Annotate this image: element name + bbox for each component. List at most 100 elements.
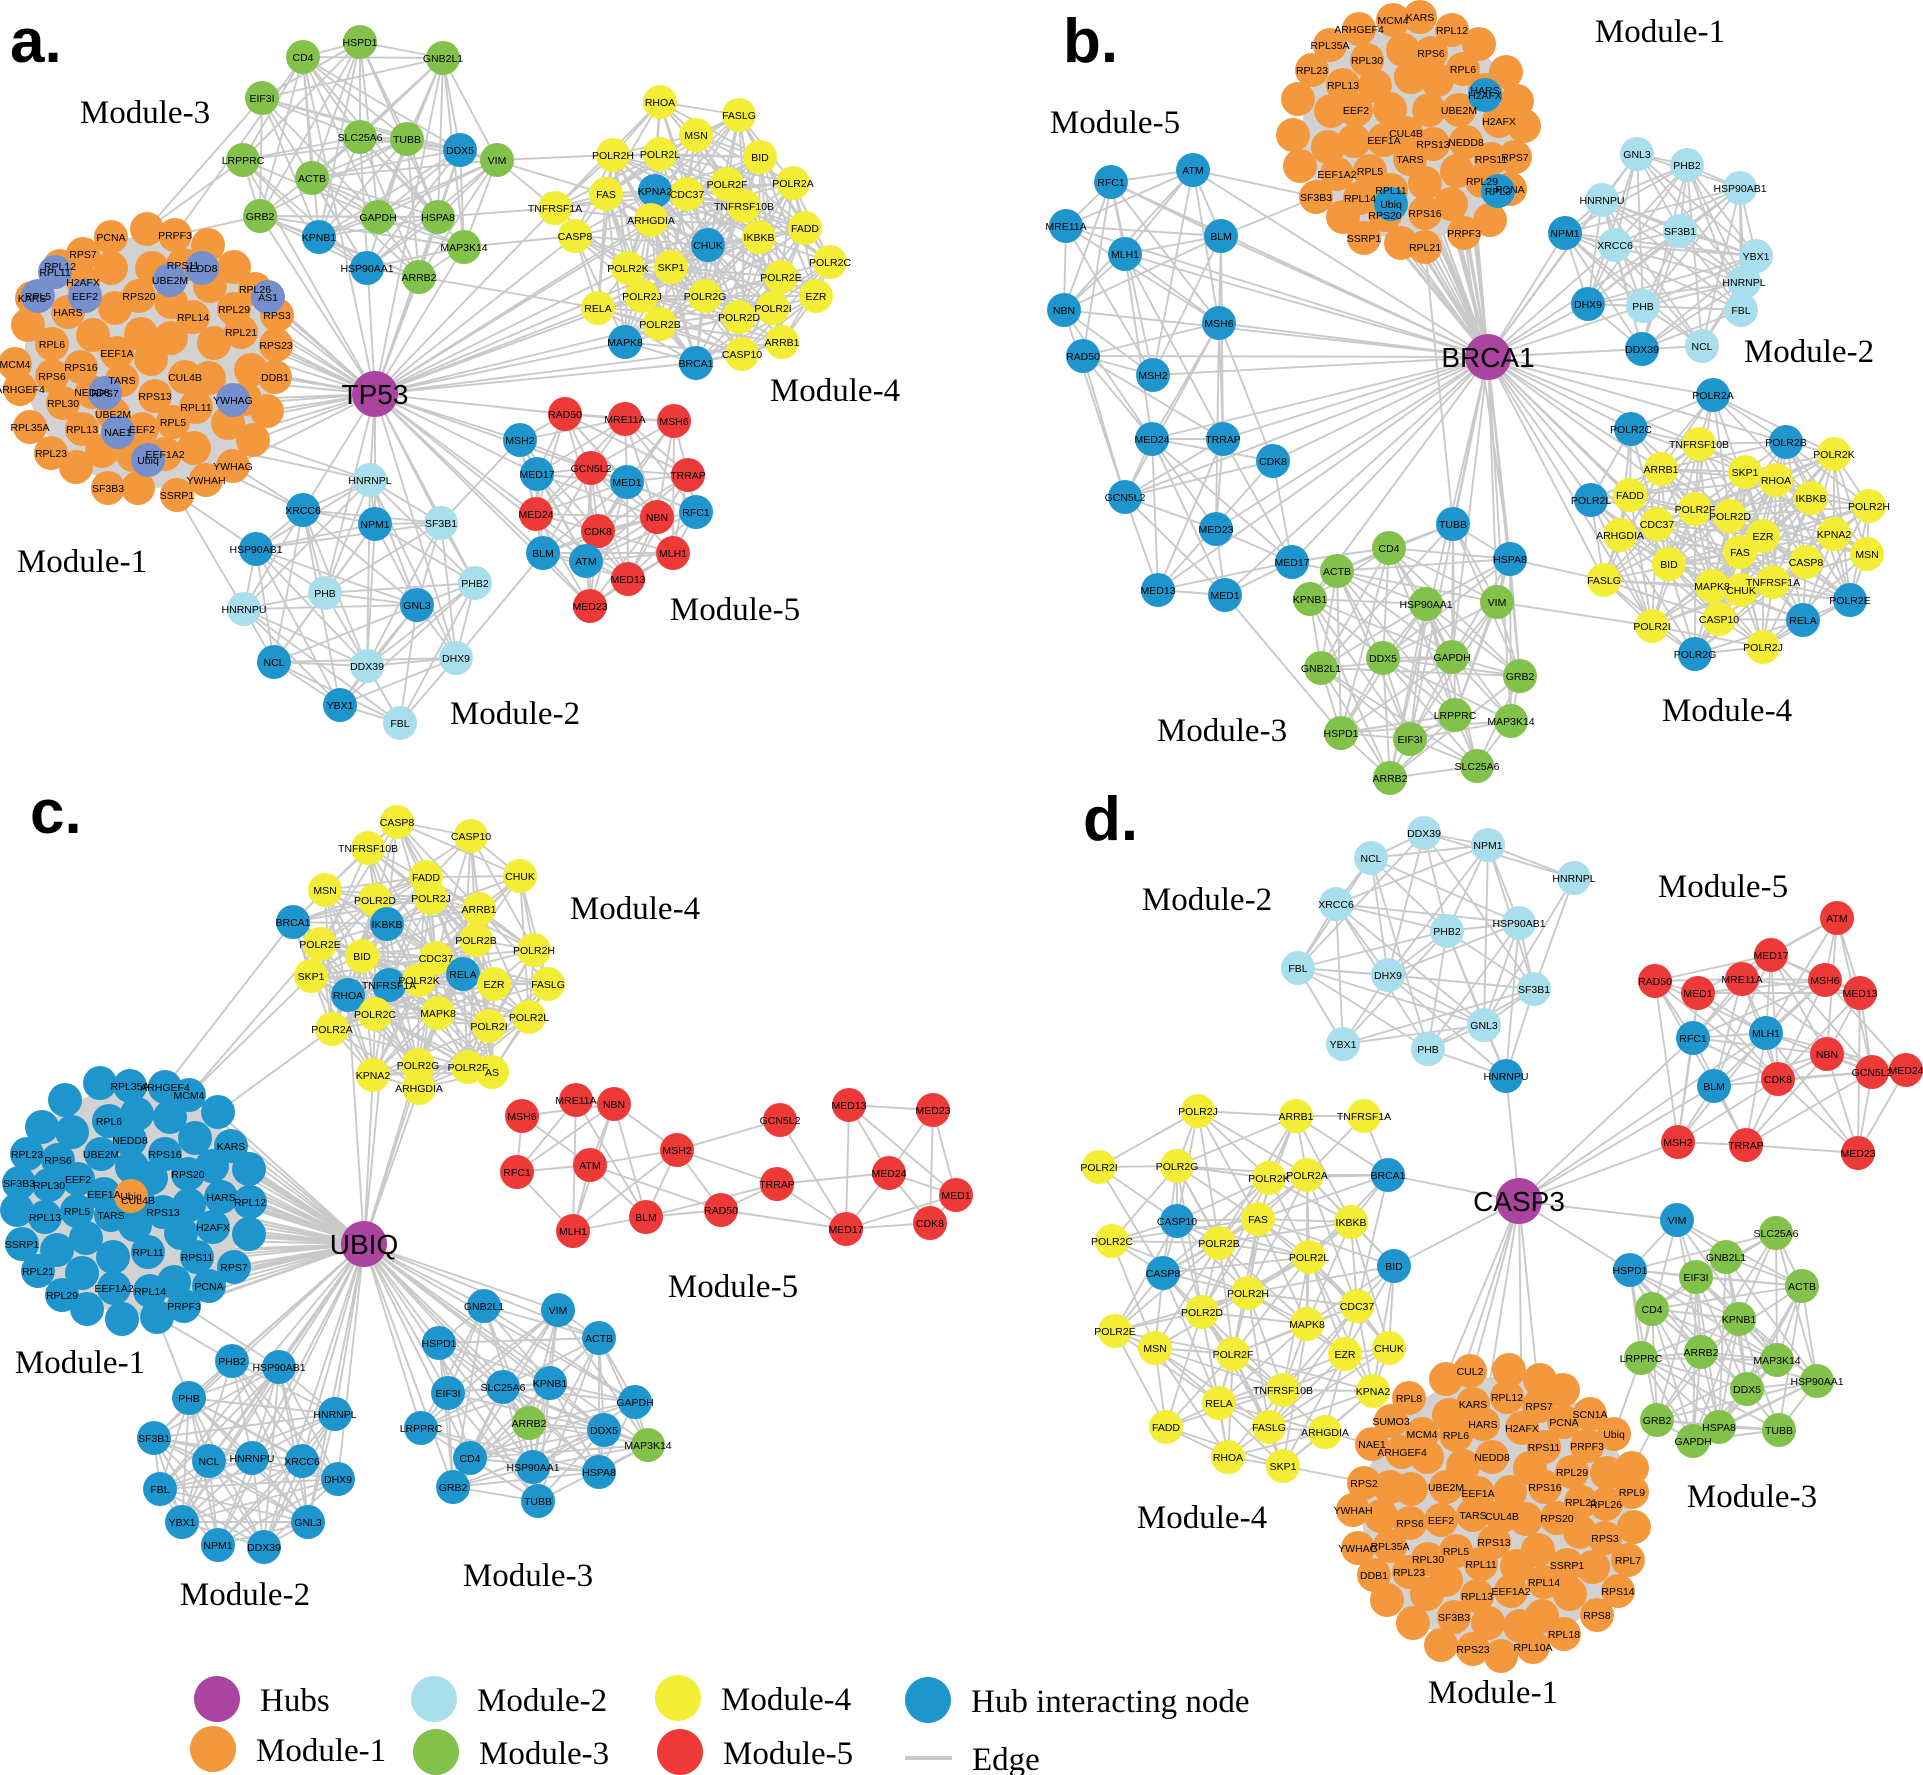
svg-text:RPL12: RPL12 <box>1491 1392 1523 1404</box>
svg-text:POLR2E: POLR2E <box>1094 1326 1135 1338</box>
svg-text:SF3B3: SF3B3 <box>1300 192 1332 204</box>
svg-text:RPS6: RPS6 <box>1417 48 1445 60</box>
svg-text:BLM: BLM <box>635 1212 657 1224</box>
svg-text:UBE2M: UBE2M <box>1428 1482 1464 1494</box>
svg-text:RPL6: RPL6 <box>39 339 65 351</box>
svg-text:RPL12: RPL12 <box>44 261 76 273</box>
svg-text:HSP90AB1: HSP90AB1 <box>1713 183 1766 195</box>
svg-text:SLC25A6: SLC25A6 <box>338 132 383 144</box>
svg-text:POLR2F: POLR2F <box>707 179 748 191</box>
svg-text:SCN1A: SCN1A <box>1572 1409 1607 1421</box>
svg-text:CASP8: CASP8 <box>1789 557 1824 569</box>
svg-text:POLR2C: POLR2C <box>1610 424 1652 436</box>
svg-text:NEDD8: NEDD8 <box>74 387 110 399</box>
svg-text:RPL35A: RPL35A <box>10 422 49 434</box>
svg-text:POLR2L: POLR2L <box>640 149 680 161</box>
svg-text:SKP1: SKP1 <box>298 971 325 983</box>
svg-text:DDX39: DDX39 <box>350 661 384 673</box>
svg-text:MSH6: MSH6 <box>1810 975 1839 987</box>
svg-text:RPL26: RPL26 <box>239 284 271 296</box>
svg-text:EEF1A2: EEF1A2 <box>1491 1586 1530 1598</box>
svg-text:EIF3I: EIF3I <box>1683 1272 1708 1284</box>
svg-text:POLR2H: POLR2H <box>513 945 555 957</box>
svg-text:IKBKB: IKBKB <box>1796 493 1827 505</box>
svg-text:TRRAP: TRRAP <box>1728 1140 1764 1152</box>
svg-text:MAPK8: MAPK8 <box>1694 581 1730 593</box>
svg-text:GNL3: GNL3 <box>1470 1020 1498 1032</box>
svg-text:RPL5: RPL5 <box>25 291 51 303</box>
svg-text:Module-4: Module-4 <box>1662 693 1792 729</box>
svg-text:MSN: MSN <box>684 130 707 142</box>
svg-text:KPNB1: KPNB1 <box>302 232 337 244</box>
svg-text:RAD50: RAD50 <box>1638 976 1672 988</box>
svg-text:CHUK: CHUK <box>1374 1343 1404 1355</box>
svg-text:HNRNPU: HNRNPU <box>1580 195 1625 207</box>
svg-text:MAPK8: MAPK8 <box>1289 1319 1325 1331</box>
svg-text:RELA: RELA <box>449 969 476 981</box>
svg-text:TARS: TARS <box>1459 1510 1486 1522</box>
svg-text:KPNA2: KPNA2 <box>356 1070 391 1082</box>
svg-text:BRCA1: BRCA1 <box>1370 1170 1405 1182</box>
svg-text:RPL21: RPL21 <box>225 327 257 339</box>
svg-text:POLR2H: POLR2H <box>1227 1288 1269 1300</box>
svg-text:ARHGEF4: ARHGEF4 <box>1377 1447 1427 1459</box>
svg-text:MED24: MED24 <box>518 509 553 521</box>
svg-text:TUBB: TUBB <box>393 134 421 146</box>
svg-text:CASP3: CASP3 <box>1473 1186 1565 1217</box>
svg-text:EEF2: EEF2 <box>65 1174 91 1186</box>
svg-text:DHX9: DHX9 <box>442 653 470 665</box>
svg-text:EZR: EZR <box>1753 531 1774 543</box>
svg-text:FADD: FADD <box>1152 1422 1180 1434</box>
svg-text:CUL4B: CUL4B <box>121 1195 155 1207</box>
svg-text:KPNA2: KPNA2 <box>1356 1386 1391 1398</box>
svg-text:RPL30: RPL30 <box>33 1180 65 1192</box>
svg-text:PHB2: PHB2 <box>461 578 489 590</box>
svg-text:PCNA: PCNA <box>96 232 125 244</box>
svg-text:RPS7: RPS7 <box>1525 1401 1553 1413</box>
svg-text:LRPPRC: LRPPRC <box>222 155 265 167</box>
svg-text:VIM: VIM <box>549 1305 568 1317</box>
svg-text:TNFRSF1A: TNFRSF1A <box>1746 577 1800 589</box>
svg-text:POLR2J: POLR2J <box>1178 1106 1218 1118</box>
svg-text:XRCC6: XRCC6 <box>1597 240 1633 252</box>
svg-text:ACTB: ACTB <box>1788 1281 1816 1293</box>
svg-text:RPL12: RPL12 <box>1436 25 1468 37</box>
svg-text:YWHAH: YWHAH <box>1333 1505 1372 1517</box>
svg-text:POLR2C: POLR2C <box>1091 1236 1133 1248</box>
svg-text:Module-3: Module-3 <box>80 95 210 131</box>
svg-text:MSH2: MSH2 <box>1663 1137 1692 1149</box>
svg-text:TRRAP: TRRAP <box>1205 434 1241 446</box>
svg-text:HARS: HARS <box>1470 85 1499 97</box>
svg-text:NEDD8: NEDD8 <box>1474 1452 1510 1464</box>
svg-text:MSH2: MSH2 <box>662 1145 691 1157</box>
svg-text:RPS6: RPS6 <box>38 371 66 383</box>
svg-text:a.: a. <box>10 7 62 76</box>
svg-text:MAP3K14: MAP3K14 <box>1753 1355 1800 1367</box>
svg-text:DDB1: DDB1 <box>1360 1570 1388 1582</box>
svg-text:SF3B1: SF3B1 <box>1664 226 1696 238</box>
svg-text:RPL21: RPL21 <box>1409 242 1441 254</box>
svg-text:RPL21: RPL21 <box>1565 1497 1597 1509</box>
svg-text:RAD50: RAD50 <box>548 409 582 421</box>
svg-text:BID: BID <box>1660 559 1678 571</box>
svg-text:SF3B3: SF3B3 <box>92 483 124 495</box>
svg-text:d.: d. <box>1083 785 1138 854</box>
svg-text:RPL23: RPL23 <box>1393 1567 1425 1579</box>
svg-text:RPS16: RPS16 <box>1528 1482 1561 1494</box>
svg-text:RPL5: RPL5 <box>1357 166 1383 178</box>
svg-text:POLR2B: POLR2B <box>1198 1238 1239 1250</box>
svg-text:CD4: CD4 <box>292 52 313 64</box>
svg-text:NPM1: NPM1 <box>1550 228 1579 240</box>
svg-text:PHB: PHB <box>314 588 336 600</box>
svg-text:YBX1: YBX1 <box>1743 251 1770 263</box>
svg-text:POLR2A: POLR2A <box>772 178 813 190</box>
svg-text:TNFRSF10B: TNFRSF10B <box>1253 1385 1313 1397</box>
svg-text:Module-1: Module-1 <box>1595 14 1725 50</box>
svg-text:POLR2D: POLR2D <box>1181 1307 1223 1319</box>
svg-text:TARS: TARS <box>1396 154 1423 166</box>
svg-text:MED24: MED24 <box>871 1168 906 1180</box>
svg-text:RPL23: RPL23 <box>1296 65 1328 77</box>
svg-text:FAS: FAS <box>596 189 616 201</box>
svg-text:Module-3: Module-3 <box>463 1558 593 1594</box>
svg-text:PRPF3: PRPF3 <box>158 230 192 242</box>
